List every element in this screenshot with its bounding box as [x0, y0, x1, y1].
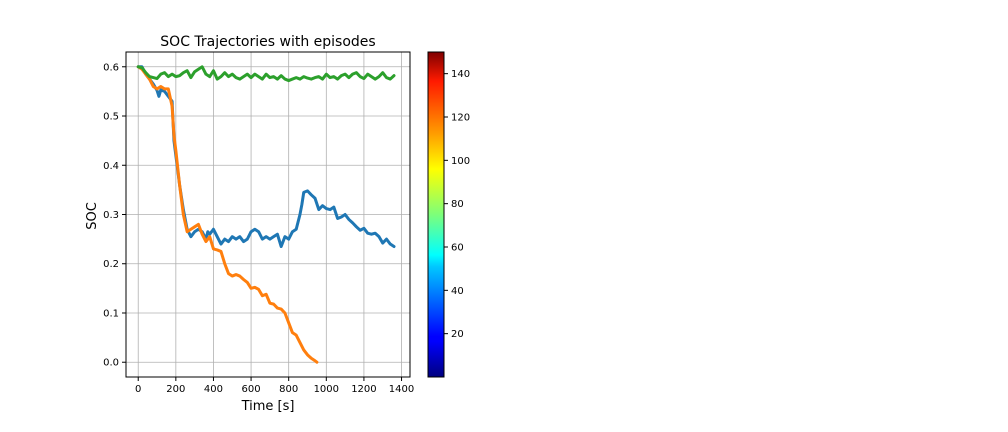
colorbar-tick-label: 100: [451, 156, 470, 167]
colorbar-gradient: [427, 51, 445, 378]
x-tick-label: 1400: [389, 384, 414, 395]
y-tick-label: 0.2: [103, 259, 119, 270]
colorbar-tick-label: 40: [451, 286, 464, 297]
horizontal-gridlines: [126, 66, 410, 363]
x-axis-title: Time [s]: [241, 399, 295, 414]
y-tick-label: 0.5: [103, 112, 119, 123]
y-tick-label: 0.1: [103, 308, 119, 319]
colorbar-tick-label: 140: [451, 69, 470, 80]
x-tick-label: 600: [242, 384, 261, 395]
series-line-2: [136, 65, 319, 364]
plot-area: 0 200 400 600 800 1000 1200 1400 0.00.10.20.30.…: [103, 51, 414, 395]
y-tick-label: 0.4: [103, 161, 119, 172]
colorbar-tick-label: 60: [451, 243, 464, 254]
x-axis-ticks: 0 200 400 600 800 1000 1200 1400: [135, 377, 414, 395]
colorbar-tick-label: 80: [451, 199, 464, 210]
chart-title: SOC Trajectories with episodes: [160, 34, 375, 50]
y-tick-label: 0.0: [103, 358, 119, 369]
colorbar-tick-label: 20: [451, 329, 464, 340]
x-tick-label: 200: [166, 384, 185, 395]
colorbar: 20 40 60 80 100 120 140: [427, 51, 470, 378]
colorbar-tick-label: 120: [451, 113, 470, 124]
series-line-3: [136, 65, 396, 83]
x-tick-label: 400: [204, 384, 223, 395]
y-axis-title: SOC: [85, 202, 100, 230]
y-axis-ticks: 0.0 0.1 0.2 0.3 0.4 0.5 0.6: [103, 62, 126, 369]
x-tick-label: 800: [279, 384, 298, 395]
colorbar-ticks: 20 40 60 80 100 120 140: [444, 69, 470, 340]
y-tick-label: 0.3: [103, 210, 119, 221]
x-tick-label: 0: [135, 384, 141, 395]
x-tick-label: 1000: [314, 384, 339, 395]
y-tick-label: 0.6: [103, 62, 119, 73]
series-lines: [136, 65, 396, 364]
x-tick-label: 1200: [351, 384, 376, 395]
